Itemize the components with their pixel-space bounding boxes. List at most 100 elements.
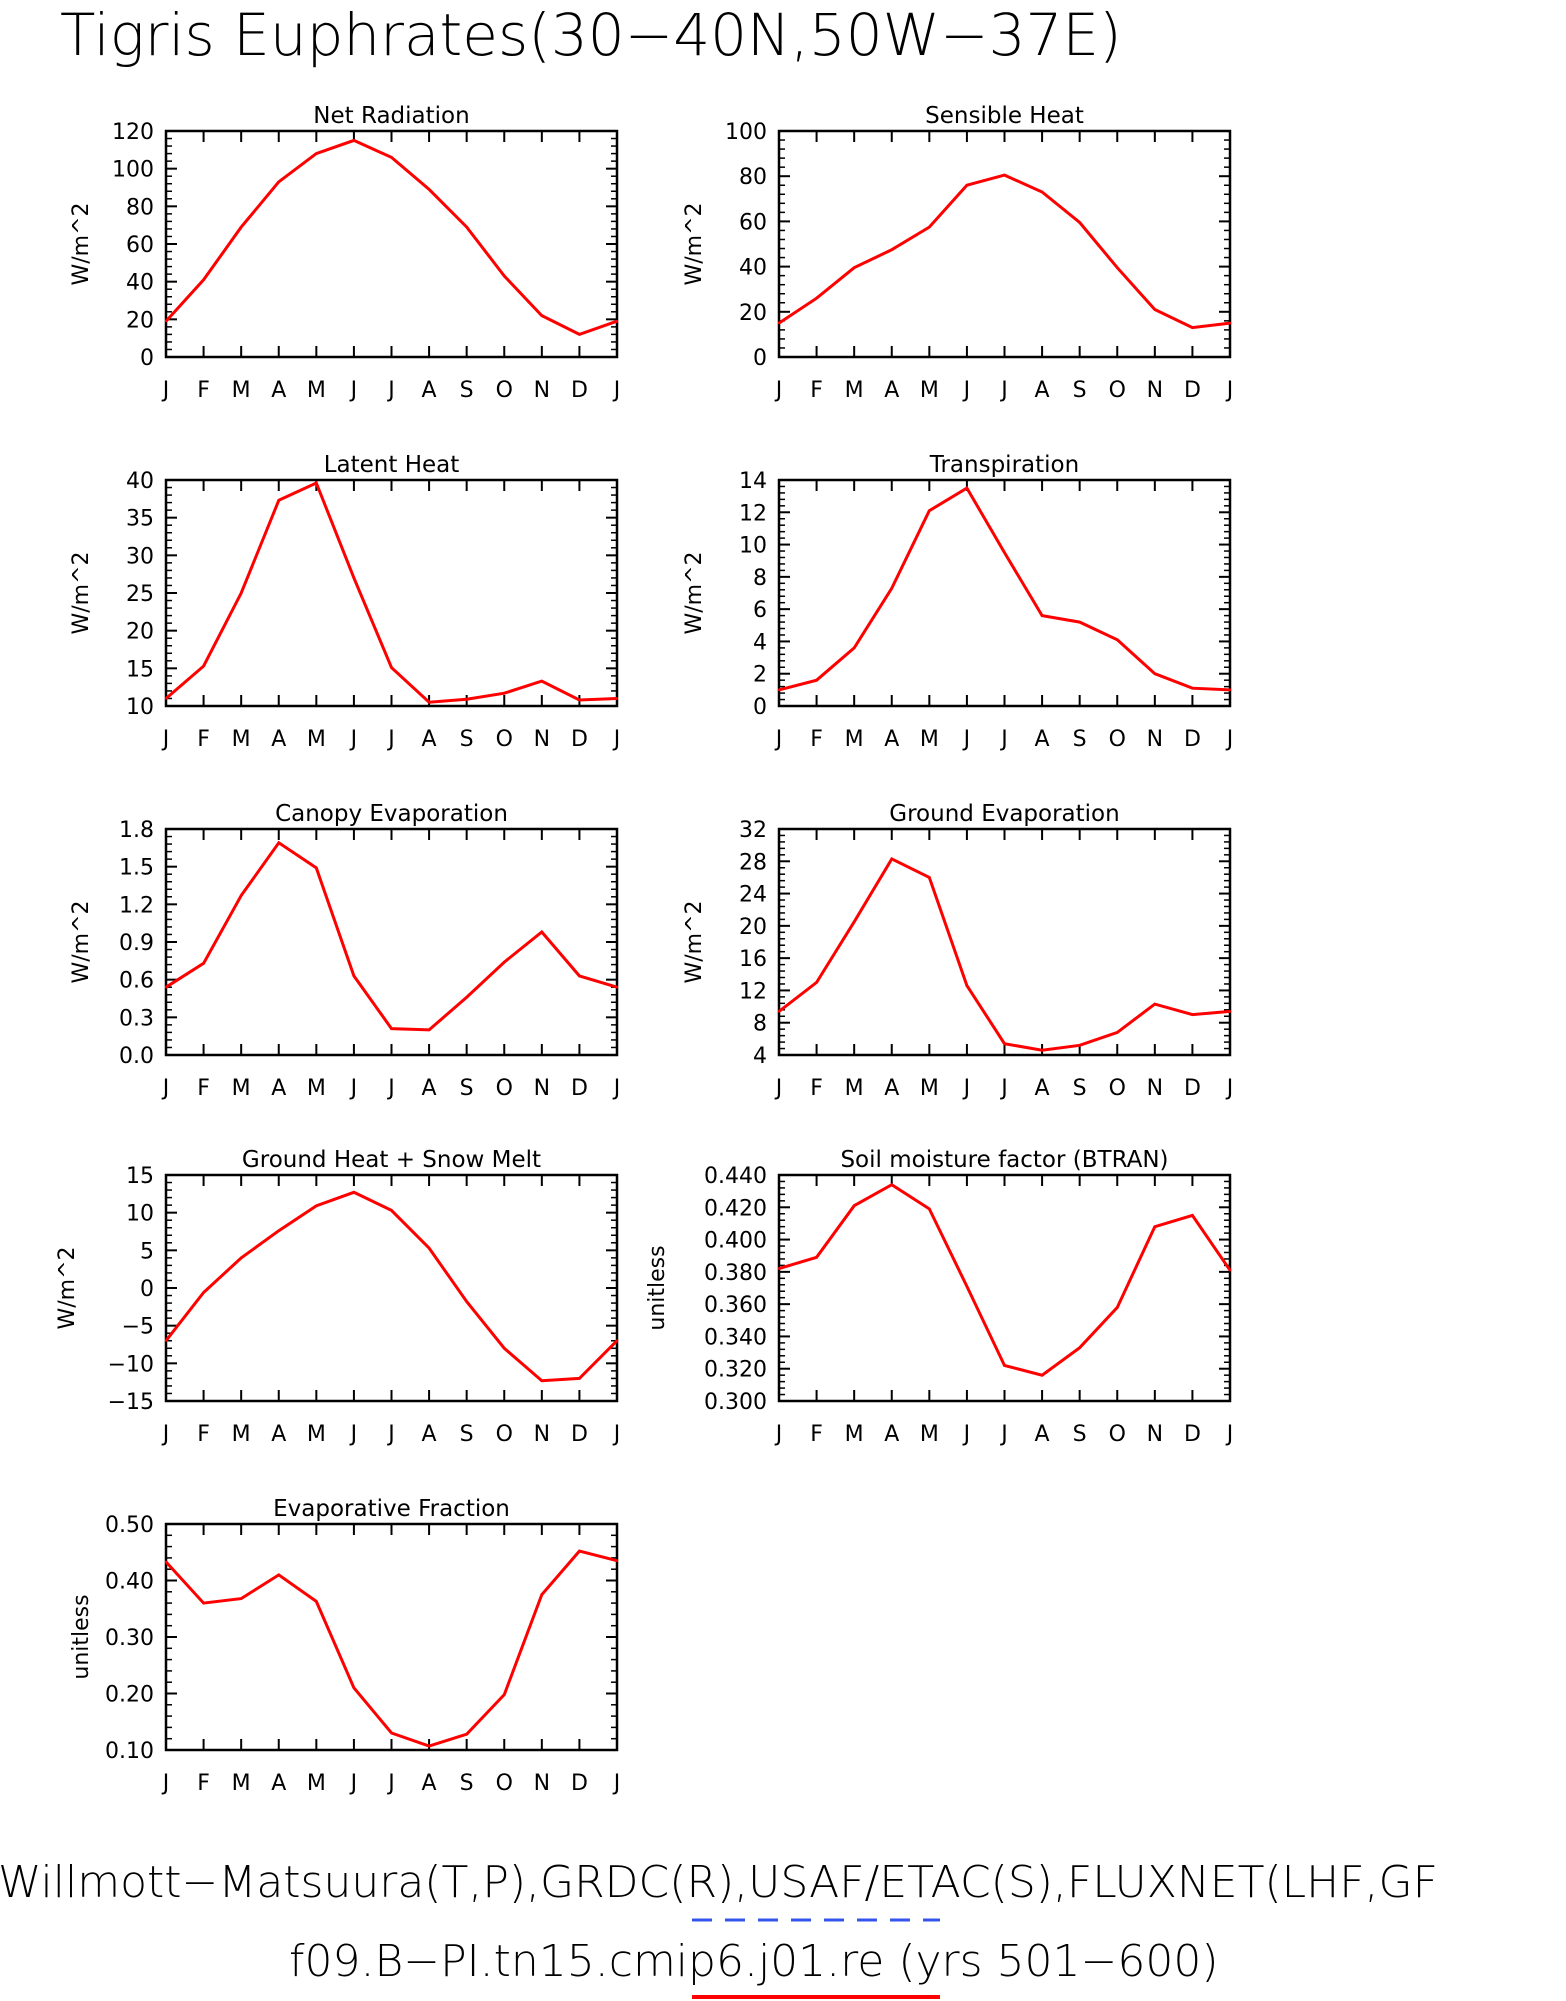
data-point bbox=[815, 1256, 818, 1259]
y-tick-label: 100 bbox=[725, 120, 767, 145]
y-tick-label: 80 bbox=[739, 165, 767, 190]
data-point bbox=[164, 1560, 168, 1564]
y-axis-label: W/m^2 bbox=[69, 551, 94, 634]
data-point bbox=[615, 1559, 619, 1562]
y-tick-label: 100 bbox=[112, 158, 154, 183]
y-tick-label: 0.3 bbox=[119, 1006, 154, 1031]
x-tick-label: O bbox=[496, 1422, 513, 1447]
x-tick-label: J bbox=[161, 727, 170, 752]
x-tick-label: F bbox=[810, 1422, 823, 1447]
y-tick-label: 25 bbox=[126, 582, 154, 607]
y-tick-label: 40 bbox=[739, 256, 767, 281]
y-tick-label: 20 bbox=[739, 301, 767, 326]
data-point bbox=[465, 996, 468, 999]
x-tick-label: A bbox=[422, 1076, 437, 1101]
x-tick-label: S bbox=[1073, 1076, 1087, 1101]
data-point bbox=[777, 1010, 781, 1013]
x-tick-label: M bbox=[920, 1076, 939, 1101]
data-point bbox=[503, 960, 506, 964]
series-line-evaporative-fraction bbox=[164, 1549, 618, 1748]
y-tick-label: 1.5 bbox=[119, 856, 154, 881]
data-point bbox=[202, 278, 205, 281]
plot-frame bbox=[164, 1522, 619, 1752]
x-tick-label: F bbox=[197, 1771, 210, 1796]
data-point bbox=[965, 184, 969, 187]
data-point bbox=[1191, 687, 1194, 690]
x-tick-label: J bbox=[349, 727, 358, 752]
plot-frame bbox=[164, 478, 619, 708]
x-tick-label: J bbox=[349, 378, 358, 403]
x-tick-label: J bbox=[612, 1422, 621, 1447]
y-axis-label: W/m^2 bbox=[682, 900, 707, 983]
y-tick-label: 15 bbox=[126, 657, 154, 682]
data-point bbox=[1116, 266, 1119, 269]
x-tick-label: M bbox=[307, 1771, 326, 1796]
y-tick-label: 80 bbox=[126, 195, 154, 220]
y-tick-label: 0.0 bbox=[119, 1044, 154, 1069]
data-point bbox=[1078, 1346, 1081, 1349]
x-tick-label: J bbox=[349, 1771, 358, 1796]
x-tick-label: A bbox=[1035, 1422, 1050, 1447]
x-tick-label: F bbox=[197, 1076, 210, 1101]
series-line-latent-heat bbox=[165, 480, 618, 704]
x-tick-label: N bbox=[534, 378, 550, 403]
y-tick-label: 0.380 bbox=[704, 1261, 767, 1286]
data-point bbox=[965, 486, 969, 490]
panel-title: Evaporative Fraction bbox=[273, 1496, 510, 1522]
y-tick-label: 12 bbox=[739, 501, 767, 526]
data-point bbox=[890, 248, 893, 251]
y-tick-label: 0.6 bbox=[119, 969, 154, 994]
x-tick-label: A bbox=[271, 1422, 286, 1447]
data-point bbox=[503, 691, 506, 695]
x-tick-label: D bbox=[571, 1422, 588, 1447]
data-point bbox=[1116, 1306, 1119, 1309]
x-tick-label: D bbox=[571, 727, 588, 752]
data-point bbox=[890, 586, 893, 590]
data-point bbox=[1153, 308, 1157, 311]
x-tick-label: A bbox=[1035, 727, 1050, 752]
data-point bbox=[928, 509, 931, 512]
y-tick-label: 20 bbox=[126, 620, 154, 645]
x-tick-label: J bbox=[1225, 1422, 1234, 1447]
panel-title: Ground Heat + Snow Melt bbox=[242, 1147, 541, 1173]
x-tick-label: J bbox=[386, 1771, 395, 1796]
y-tick-label: −10 bbox=[108, 1352, 154, 1377]
data-point bbox=[1191, 1214, 1194, 1217]
x-tick-label: J bbox=[386, 378, 395, 403]
y-tick-label: 0 bbox=[753, 695, 767, 720]
x-tick-label: S bbox=[1073, 727, 1087, 752]
data-point bbox=[239, 894, 243, 897]
data-point bbox=[239, 225, 243, 229]
y-tick-label: 6 bbox=[753, 598, 767, 623]
x-tick-label: A bbox=[884, 378, 899, 403]
x-tick-label: M bbox=[920, 378, 939, 403]
x-tick-label: D bbox=[1184, 1076, 1201, 1101]
x-tick-label: N bbox=[1147, 378, 1163, 403]
panel-title: Soil moisture factor (BTRAN) bbox=[840, 1147, 1168, 1173]
x-tick-label: J bbox=[612, 378, 621, 403]
y-axis-label: W/m^2 bbox=[69, 900, 94, 983]
data-point bbox=[1228, 1269, 1232, 1272]
y-tick-label: 10 bbox=[739, 534, 767, 559]
data-point bbox=[352, 1686, 356, 1690]
x-tick-label: M bbox=[307, 727, 326, 752]
data-point bbox=[315, 1600, 318, 1603]
data-point bbox=[578, 1549, 581, 1553]
x-tick-label: A bbox=[422, 1422, 437, 1447]
data-point bbox=[427, 188, 431, 191]
data-point bbox=[1153, 1225, 1157, 1228]
x-tick-label: J bbox=[386, 727, 395, 752]
data-point bbox=[202, 1291, 205, 1294]
data-point bbox=[390, 1209, 393, 1212]
data-point bbox=[615, 697, 619, 700]
panel-title: Transpiration bbox=[929, 452, 1079, 478]
x-tick-label: J bbox=[962, 727, 971, 752]
series-line-ground-heat-snow-melt bbox=[164, 1190, 619, 1383]
y-tick-label: 0.420 bbox=[704, 1196, 767, 1221]
x-tick-label: J bbox=[774, 378, 783, 403]
data-point bbox=[164, 320, 168, 323]
x-tick-label: J bbox=[161, 1422, 170, 1447]
